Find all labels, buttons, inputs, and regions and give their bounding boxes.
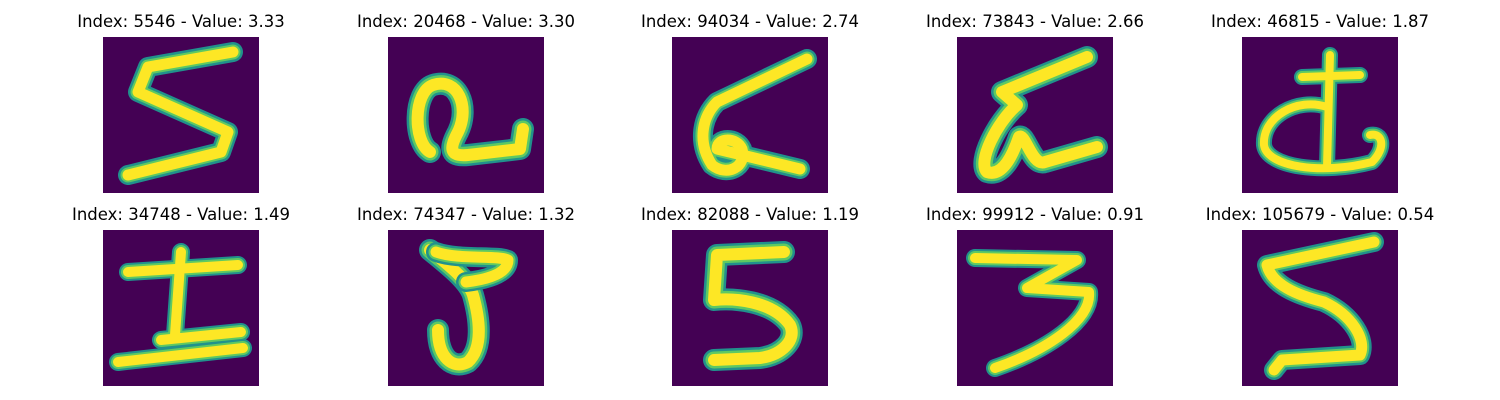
- tile-title: Index: 34748 - Value: 1.49: [46, 205, 316, 225]
- tile-title: Index: 94034 - Value: 2.74: [615, 12, 885, 32]
- digit-5-icon: [103, 37, 259, 193]
- grid-tile: Index: 46815 - Value: 1.87: [1185, 12, 1455, 202]
- grid-tile: Index: 34748 - Value: 1.49: [46, 205, 316, 395]
- grid-tile: Index: 82088 - Value: 1.19: [615, 205, 885, 395]
- tile-title: Index: 82088 - Value: 1.19: [615, 205, 885, 225]
- digit-image: [388, 37, 544, 193]
- digit-image: [103, 230, 259, 386]
- six-like-glyph-icon: [672, 37, 828, 193]
- tile-title: Index: 5546 - Value: 3.33: [46, 12, 316, 32]
- digit-image: [1242, 37, 1398, 193]
- tile-title: Index: 105679 - Value: 0.54: [1185, 205, 1455, 225]
- digit-image: [672, 230, 828, 386]
- cross-glyph-icon: [103, 230, 259, 386]
- digit-image: [1242, 230, 1398, 386]
- tile-title: Index: 99912 - Value: 0.91: [900, 205, 1170, 225]
- grid-tile: Index: 94034 - Value: 2.74: [615, 12, 885, 202]
- grid-tile: Index: 74347 - Value: 1.32: [331, 205, 601, 395]
- grid-tile: Index: 5546 - Value: 3.33: [46, 12, 316, 202]
- grid-tile: Index: 73843 - Value: 2.66: [900, 12, 1170, 202]
- grid-tile: Index: 99912 - Value: 0.91: [900, 205, 1170, 395]
- digit-5-icon: [672, 230, 828, 386]
- grid-tile: Index: 20468 - Value: 3.30: [331, 12, 601, 202]
- digit-image: [103, 37, 259, 193]
- tile-title: Index: 73843 - Value: 2.66: [900, 12, 1170, 32]
- grid-tile: Index: 105679 - Value: 0.54: [1185, 205, 1455, 395]
- tile-title: Index: 46815 - Value: 1.87: [1185, 12, 1455, 32]
- tile-title: Index: 20468 - Value: 3.30: [331, 12, 601, 32]
- digit-image: [957, 37, 1113, 193]
- digit-image: [957, 230, 1113, 386]
- six-like-glyph-icon: [957, 37, 1113, 193]
- loop-glyph-icon: [388, 37, 544, 193]
- digit-image: [672, 37, 828, 193]
- digit-5-icon: [1242, 230, 1398, 386]
- digit-image: [388, 230, 544, 386]
- circle-cross-glyph-icon: [1242, 37, 1398, 193]
- digit-3-icon: [957, 230, 1113, 386]
- hook-glyph-icon: [388, 230, 544, 386]
- tile-title: Index: 74347 - Value: 1.32: [331, 205, 601, 225]
